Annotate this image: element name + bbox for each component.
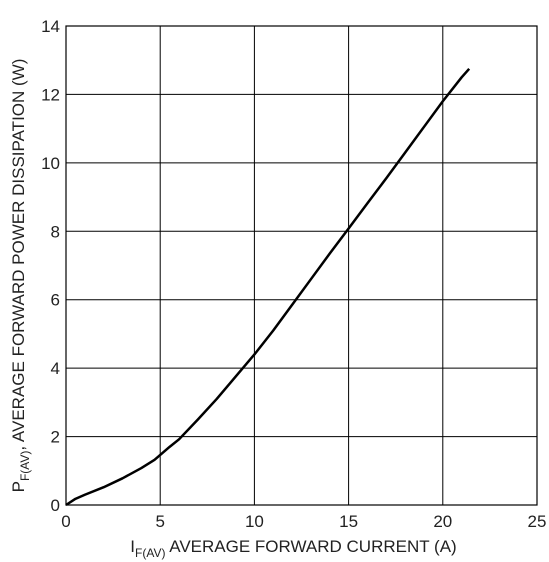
y-tick-label: 10 [41, 154, 60, 173]
y-tick-label: 0 [51, 496, 60, 515]
series-line [65, 67, 471, 507]
y-axis-label-sub: F(AV) [18, 451, 32, 481]
y-tick-label: 4 [51, 359, 60, 378]
y-tick-label: 14 [41, 17, 60, 36]
x-axis-label: IF(AV) AVERAGE FORWARD CURRENT (A) [130, 537, 456, 560]
x-axis-label-main: I [130, 537, 135, 556]
x-axis-label-rest: AVERAGE FORWARD CURRENT (A) [165, 537, 456, 556]
plot-frame [65, 25, 538, 506]
x-tick-labels: 0 5 10 15 20 25 [61, 512, 546, 531]
x-tick-label: 5 [155, 512, 164, 531]
y-tick-label: 2 [51, 428, 60, 447]
x-tick-label: 25 [528, 512, 547, 531]
series-group [65, 67, 471, 507]
x-tick-label: 20 [433, 512, 452, 531]
y-tick-label: 6 [51, 291, 60, 310]
y-tick-label: 12 [41, 85, 60, 104]
x-tick-label: 10 [245, 512, 264, 531]
y-tick-label: 8 [51, 222, 60, 241]
x-tick-label: 0 [61, 512, 70, 531]
x-tick-label: 15 [339, 512, 358, 531]
grid [65, 25, 538, 506]
x-axis-label-sub: F(AV) [135, 546, 165, 560]
y-tick-labels: 0 2 4 6 8 10 12 14 [41, 17, 60, 515]
y-axis-label-main: P [9, 481, 28, 492]
y-axis-label: PF(AV), AVERAGE FORWARD POWER DISSIPATIO… [9, 59, 32, 493]
y-axis-label-rest: , AVERAGE FORWARD POWER DISSIPATION (W) [9, 59, 28, 451]
